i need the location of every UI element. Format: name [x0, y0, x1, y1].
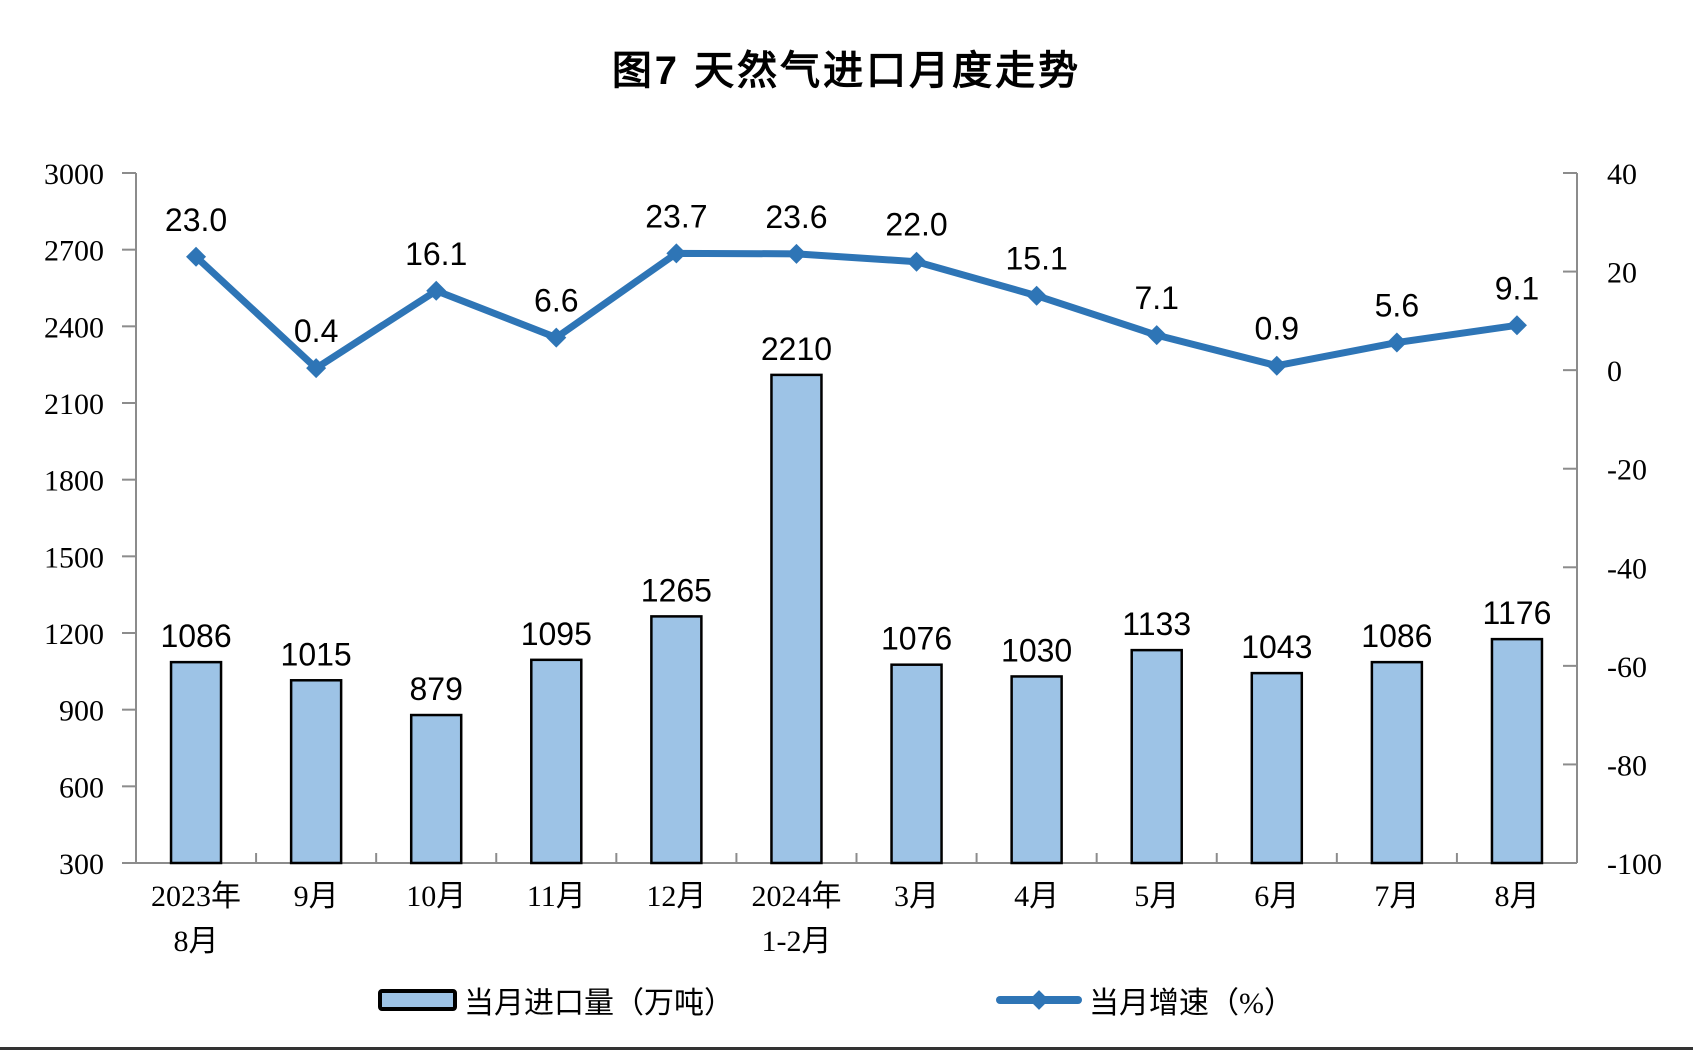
left-axis-tick-label: 1500	[44, 541, 104, 574]
right-axis-tick-label: 20	[1607, 257, 1637, 290]
bar-value-label: 1015	[281, 636, 352, 672]
line-marker-icon	[1386, 332, 1407, 353]
right-axis-tick-label: -40	[1607, 552, 1647, 585]
bar-value-label: 1095	[521, 616, 592, 652]
right-axis-tick-label: -20	[1607, 454, 1647, 487]
x-axis-category-label: 12月	[646, 880, 706, 913]
bar-value-label: 2210	[761, 331, 832, 367]
bar-value-label: 1076	[881, 621, 952, 657]
line-marker-icon	[306, 358, 327, 379]
x-axis-category-label: 10月	[406, 880, 466, 913]
line-marker-icon	[186, 246, 207, 267]
bar	[1250, 671, 1304, 865]
chart-legend: 当月进口量（万吨） 当月增速（%）	[0, 983, 1693, 1020]
bar-legend-label: 当月进口量（万吨）	[464, 987, 734, 1020]
line-value-label: 5.6	[1375, 288, 1419, 324]
line-value-label: 15.1	[1005, 241, 1067, 277]
line-marker-icon	[666, 243, 687, 264]
line-marker-icon	[546, 327, 567, 348]
bar-value-label: 1086	[1361, 618, 1432, 654]
bar	[1370, 660, 1424, 865]
bar-value-label: 1176	[1483, 595, 1552, 631]
line-legend-swatch-icon	[996, 990, 1082, 1010]
x-axis-category-label: 8月	[1494, 880, 1539, 913]
line-value-label: 0.4	[294, 313, 338, 349]
line-value-label: 23.7	[645, 198, 707, 234]
bar	[530, 658, 583, 865]
bar-value-label: 879	[410, 671, 463, 707]
bar-value-label: 1265	[641, 572, 712, 608]
left-axis-tick-label: 1200	[44, 618, 104, 651]
bar-value-label: 1030	[1001, 632, 1072, 668]
x-axis-category-label: 2024年	[751, 880, 841, 913]
bar	[169, 660, 223, 865]
line-value-label: 6.6	[534, 283, 578, 319]
line-marker-icon	[1026, 285, 1047, 306]
x-axis-category-label: 9月	[294, 880, 339, 913]
x-axis-category-label: 2023年	[151, 880, 241, 913]
line-legend-label: 当月增速（%）	[1089, 987, 1294, 1020]
right-axis-tick-label: 0	[1607, 355, 1622, 388]
line-value-label: 0.9	[1255, 311, 1299, 347]
x-axis-category-label: 6月	[1254, 880, 1299, 913]
left-axis-tick-label: 300	[59, 848, 104, 881]
bar	[1490, 637, 1544, 865]
left-axis-tick-label: 3000	[44, 158, 104, 191]
left-axis-tick-label: 1800	[44, 465, 104, 498]
growth-line	[192, 249, 1521, 372]
legend-item-growth: 当月增速（%）	[996, 983, 1294, 1020]
x-axis-category-label: 1-2月	[761, 925, 831, 958]
left-axis-tick-label: 2100	[44, 388, 104, 421]
bar-value-label: 1043	[1241, 629, 1312, 665]
line-value-label: 23.0	[165, 202, 227, 238]
bar-legend-swatch-icon	[378, 989, 457, 1011]
line-value-label: 9.1	[1495, 270, 1539, 306]
bar	[409, 713, 463, 865]
x-axis-category-label: 3月	[894, 880, 939, 913]
x-axis-category-label: 8月	[174, 925, 219, 958]
bar-value-label: 1086	[160, 618, 231, 654]
line-value-label: 23.6	[765, 199, 827, 235]
x-axis-category-label: 4月	[1014, 880, 1059, 913]
x-axis-category-label: 7月	[1374, 880, 1419, 913]
line-value-label: 7.1	[1134, 280, 1178, 316]
right-axis-tick-label: -100	[1607, 848, 1662, 881]
diamond-marker-icon	[1029, 990, 1049, 1010]
legend-item-imports: 当月进口量（万吨）	[378, 983, 734, 1020]
bar	[289, 679, 343, 865]
bar	[1130, 648, 1183, 865]
bar	[1010, 675, 1063, 865]
bottom-divider	[0, 1047, 1693, 1050]
bar	[650, 615, 703, 865]
chart-title: 图7 天然气进口月度走势	[611, 49, 1082, 93]
line-value-label: 16.1	[405, 236, 467, 272]
line-marker-icon	[1146, 325, 1167, 346]
line-marker-icon	[1266, 355, 1287, 376]
line-marker-icon	[1506, 315, 1527, 336]
x-axis-category-label: 5月	[1134, 880, 1179, 913]
bar-value-label: 1133	[1122, 606, 1191, 642]
line-marker-icon	[906, 251, 927, 272]
right-axis-tick-label: 40	[1607, 158, 1637, 191]
line-marker-icon	[426, 280, 447, 301]
left-axis-tick-label: 2700	[44, 235, 104, 268]
left-axis-tick-label: 600	[59, 771, 104, 804]
line-marker-icon	[786, 243, 807, 264]
bar	[770, 373, 823, 865]
x-axis-category-label: 11月	[527, 880, 586, 913]
left-axis-tick-label: 900	[59, 695, 104, 728]
right-axis-tick-label: -60	[1607, 651, 1647, 684]
line-value-label: 22.0	[885, 207, 947, 243]
bar	[890, 663, 943, 865]
right-axis-tick-label: -80	[1607, 749, 1647, 782]
left-axis-tick-label: 2400	[44, 311, 104, 344]
